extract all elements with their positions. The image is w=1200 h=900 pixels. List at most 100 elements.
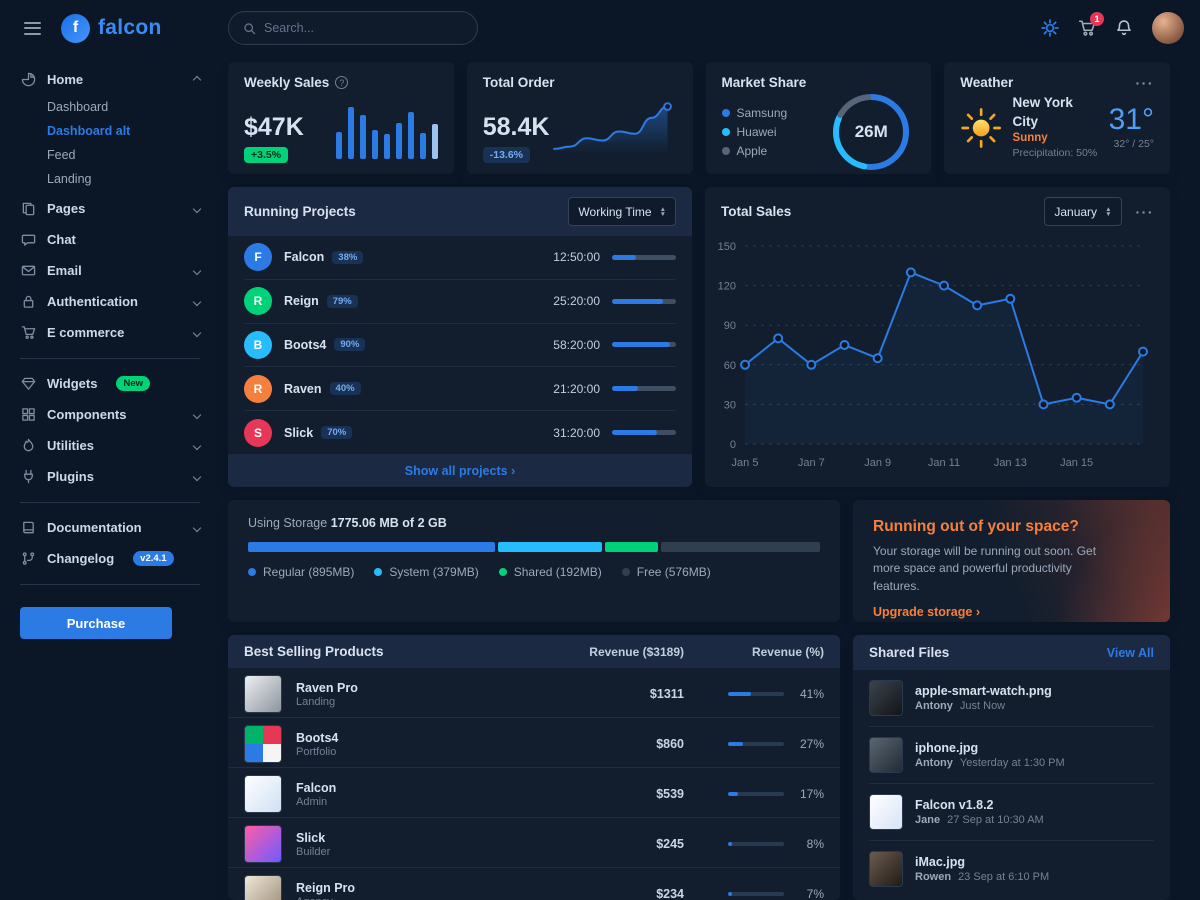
more-menu-icon[interactable]: ··· — [1135, 74, 1154, 91]
list-item[interactable]: apple-smart-watch.png Antony Just Now — [869, 670, 1154, 727]
help-icon[interactable]: ? — [335, 76, 349, 89]
sidebar-item-dashboard[interactable]: Dashboard — [47, 100, 109, 114]
project-name-link[interactable]: Falcon — [284, 250, 325, 265]
svg-text:90: 90 — [724, 320, 736, 332]
more-menu-icon[interactable]: ··· — [1135, 203, 1154, 220]
chart-pie-icon — [20, 72, 36, 87]
sidebar-item-label: Changelog — [47, 551, 115, 566]
legend-dot — [374, 568, 383, 576]
cart-icon[interactable]: 1 — [1078, 12, 1104, 37]
sidebar-item-documentation[interactable]: Documentation — [20, 512, 202, 543]
sidebar-item-chat[interactable]: Chat — [20, 224, 200, 255]
sidebar-item-landing[interactable]: Landing — [47, 172, 92, 186]
space-warning-body: Your storage will be running out soon. G… — [873, 544, 1097, 593]
product-thumbnail — [244, 875, 282, 900]
product-category: Builder — [296, 846, 331, 859]
search-box — [228, 11, 478, 45]
card-title: Running Projects — [244, 204, 356, 219]
project-avatar: R — [244, 374, 272, 403]
file-name: apple-smart-watch.png — [915, 684, 1052, 698]
card-title: Total Sales — [721, 204, 792, 219]
notifications-bell-icon[interactable] — [1115, 19, 1133, 37]
project-progress-bar — [612, 298, 676, 304]
project-name-link[interactable]: Slick — [284, 425, 314, 440]
working-time-select[interactable]: Working Time ▲ ▼ — [568, 197, 676, 226]
legend-dot — [721, 128, 730, 136]
market-share-donut-chart: 26M — [829, 90, 913, 174]
brand-logo[interactable]: f falcon — [61, 13, 162, 43]
weather-temperature: 31° — [1108, 103, 1154, 136]
product-thumbnail — [244, 825, 282, 863]
product-category: Admin — [296, 796, 328, 809]
project-time: 12:50:00 — [553, 250, 600, 265]
revenue-percent-bar — [728, 742, 784, 746]
file-thumbnail — [869, 794, 903, 830]
list-item[interactable]: iphone.jpg Antony Yesterday at 1:30 PM — [869, 727, 1154, 784]
sidebar-item-feed[interactable]: Feed — [47, 148, 76, 162]
weather-range: 32° / 25° — [1113, 138, 1154, 150]
bottom-row: Best Selling Products Revenue ($3189) Re… — [228, 635, 1170, 900]
svg-text:30: 30 — [724, 399, 736, 411]
sidebar-item-authentication[interactable]: Authentication — [20, 286, 202, 317]
project-time: 25:20:00 — [553, 294, 600, 309]
sidebar-item-widgets[interactable]: Widgets New — [20, 368, 200, 399]
view-all-link[interactable]: View All — [1106, 645, 1154, 660]
revenue-percent-label: 27% — [799, 737, 824, 751]
sidebar-item-dashboard-alt[interactable]: Dashboard alt — [47, 124, 131, 138]
upgrade-storage-link[interactable]: Upgrade storage › — [873, 605, 980, 620]
svg-text:120: 120 — [718, 281, 736, 293]
svg-text:150: 150 — [718, 241, 736, 253]
svg-text:Jan 7: Jan 7 — [798, 457, 825, 469]
file-author: Rowen — [915, 871, 952, 883]
purchase-button[interactable]: Purchase — [20, 607, 172, 639]
file-time: 27 Sep at 10:30 AM — [947, 814, 1044, 826]
list-item[interactable]: iMac.jpg Rowen 23 Sep at 6:10 PM — [869, 841, 1154, 897]
revenue-percent-bar — [728, 892, 784, 896]
weekly-sales-value: $47K — [244, 112, 304, 141]
project-progress-bar — [612, 254, 676, 260]
storage-title: Using Storage 1775.06 MB of 2 GB — [248, 516, 447, 530]
middle-row: Running Projects Working Time ▲ ▼ F Falco… — [228, 187, 1170, 487]
select-value: Working Time — [578, 204, 652, 219]
legend-dot — [721, 147, 730, 155]
show-all-projects-link[interactable]: Show all projects › — [404, 464, 516, 478]
product-name-link[interactable]: Reign Pro — [296, 880, 356, 895]
sidebar-item-home[interactable]: Home — [20, 64, 202, 95]
brand-name: falcon — [98, 16, 162, 39]
sidebar-item-pages[interactable]: Pages — [20, 193, 202, 224]
month-select[interactable]: January ▲ ▼ — [1044, 197, 1122, 226]
product-name-link[interactable]: Raven Pro — [296, 680, 358, 695]
project-percent-badge: 90% — [334, 338, 366, 352]
list-item[interactable]: Falcon v1.8.2 Jane 27 Sep at 10:30 AM — [869, 784, 1154, 841]
search-input[interactable] — [264, 21, 463, 35]
product-category: Agency — [296, 896, 534, 900]
envelope-icon — [20, 263, 36, 278]
product-thumbnail — [244, 775, 282, 813]
project-avatar: R — [244, 287, 272, 316]
chevron-down-icon — [192, 266, 202, 275]
select-value: January — [1054, 204, 1098, 219]
hamburger-menu-icon[interactable] — [20, 18, 45, 39]
project-row: S Slick 70% 31:20:00 — [244, 411, 676, 454]
sidebar-item-utilities[interactable]: Utilities — [20, 430, 202, 461]
legend-label: Regular (895MB) — [263, 565, 355, 579]
sidebar-item-email[interactable]: Email — [20, 255, 202, 286]
sidebar-item-components[interactable]: Components — [20, 399, 202, 430]
search-icon — [243, 22, 256, 35]
sidebar-item-plugins[interactable]: Plugins — [20, 461, 202, 492]
file-thumbnail — [869, 851, 903, 887]
project-name-link[interactable]: Boots4 — [284, 337, 327, 352]
sidebar-item-ecommerce[interactable]: E commerce — [20, 317, 202, 348]
sidebar-item-changelog[interactable]: Changelog v2.4.1 — [20, 543, 200, 574]
product-name-link[interactable]: Falcon — [296, 780, 337, 795]
chevron-down-icon — [192, 523, 202, 532]
sidebar-item-label: Widgets — [47, 376, 98, 391]
product-name-link[interactable]: Boots4 — [296, 730, 339, 745]
table-row: Falcon Admin $539 17% — [228, 768, 840, 818]
project-name-link[interactable]: Raven — [284, 381, 322, 396]
project-name-link[interactable]: Reign — [284, 294, 319, 309]
user-avatar[interactable] — [1152, 12, 1184, 44]
card-title: Shared Files — [869, 645, 950, 660]
product-name-link[interactable]: Slick — [296, 830, 326, 845]
settings-gear-icon[interactable] — [1041, 19, 1059, 37]
